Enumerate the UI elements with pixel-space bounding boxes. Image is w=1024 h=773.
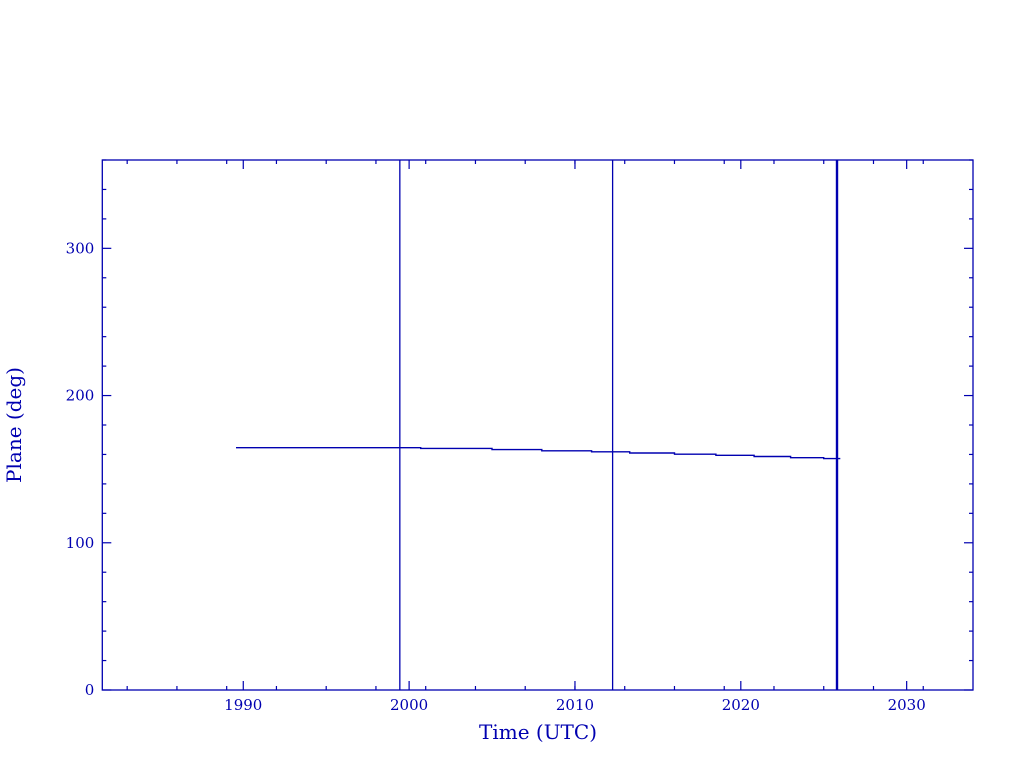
axes <box>101 159 974 691</box>
ticks: 1990 2000 2010 2020 2030 0 100 200 300 <box>66 159 973 714</box>
x-tick-label: 2010 <box>556 696 594 714</box>
y-tick-label: 300 <box>66 239 95 257</box>
marks <box>236 160 841 690</box>
series-line <box>236 447 841 460</box>
x-tick-label: 2020 <box>722 696 760 714</box>
x-tick-label: 2030 <box>888 696 926 714</box>
y-axis-label: Plane (deg) <box>2 367 26 483</box>
y-tick-label: 100 <box>66 534 95 552</box>
x-axis-label: Time (UTC) <box>479 720 597 744</box>
y-tick-label: 200 <box>66 387 95 405</box>
x-tick-label: 1990 <box>224 696 262 714</box>
plot-frame <box>101 159 974 691</box>
x-tick-label: 2000 <box>390 696 428 714</box>
y-tick-label: 0 <box>85 681 95 699</box>
